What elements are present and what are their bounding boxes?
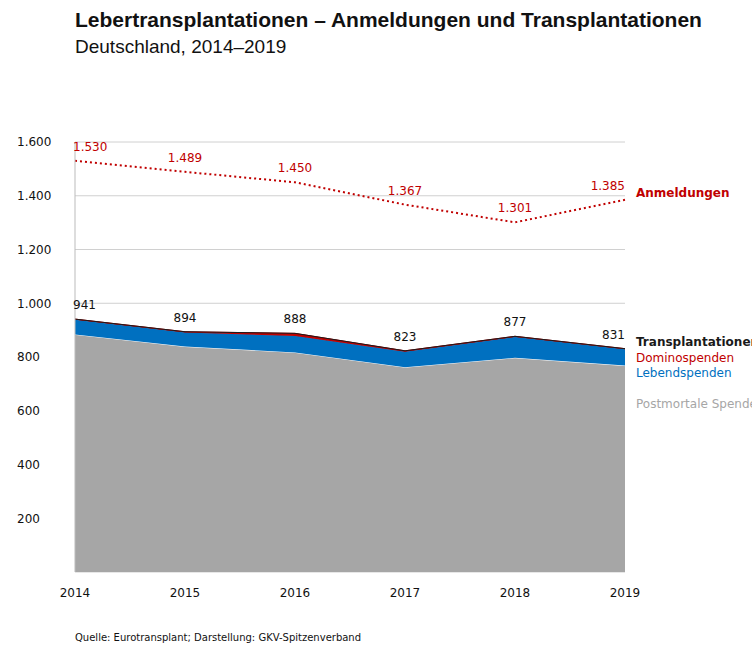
html-text:Dominospenden: Dominospenden [636,350,734,365]
html-text:Lebertransplantationen – Anmel: Lebertransplantationen – Anmeldungen und… [75,8,702,31]
svg-text:1.367: 1.367 [388,184,422,198]
html-text:Anmeldungen: Anmeldungen [636,185,730,200]
svg-text:2015: 2015 [170,586,201,600]
svg-text:1.450: 1.450 [278,161,312,175]
svg-text:1.385: 1.385 [591,179,625,193]
svg-text:1.530: 1.530 [73,140,107,154]
svg-text:2017: 2017 [390,586,421,600]
svg-text:600: 600 [17,404,40,418]
svg-text:2019: 2019 [610,586,641,600]
svg-text:877: 877 [504,315,527,329]
svg-text:800: 800 [17,350,40,364]
svg-text:941: 941 [73,298,96,312]
svg-text:888: 888 [284,312,307,326]
svg-text:1.000: 1.000 [17,297,51,311]
svg-text:200: 200 [17,512,40,526]
svg-text:1.200: 1.200 [17,243,51,257]
svg-text:823: 823 [394,330,417,344]
svg-text:2018: 2018 [500,586,531,600]
svg-text:400: 400 [17,458,40,472]
svg-text:1.489: 1.489 [168,151,202,165]
svg-text:1.400: 1.400 [17,189,51,203]
svg-text:831: 831 [602,328,625,342]
svg-text:1.301: 1.301 [498,201,532,215]
svg-text:2016: 2016 [280,586,311,600]
html-text:Lebendspenden: Lebendspenden [636,365,732,380]
html-text:Deutschland, 2014–2019: Deutschland, 2014–2019 [75,36,287,57]
html-text:Quelle: Eurotransplant; Darste: Quelle: Eurotransplant; Darstellung: GKV… [75,632,362,643]
svg-text:894: 894 [174,311,197,325]
svg-text:1.600: 1.600 [17,135,51,149]
svg-text:2014: 2014 [60,586,91,600]
